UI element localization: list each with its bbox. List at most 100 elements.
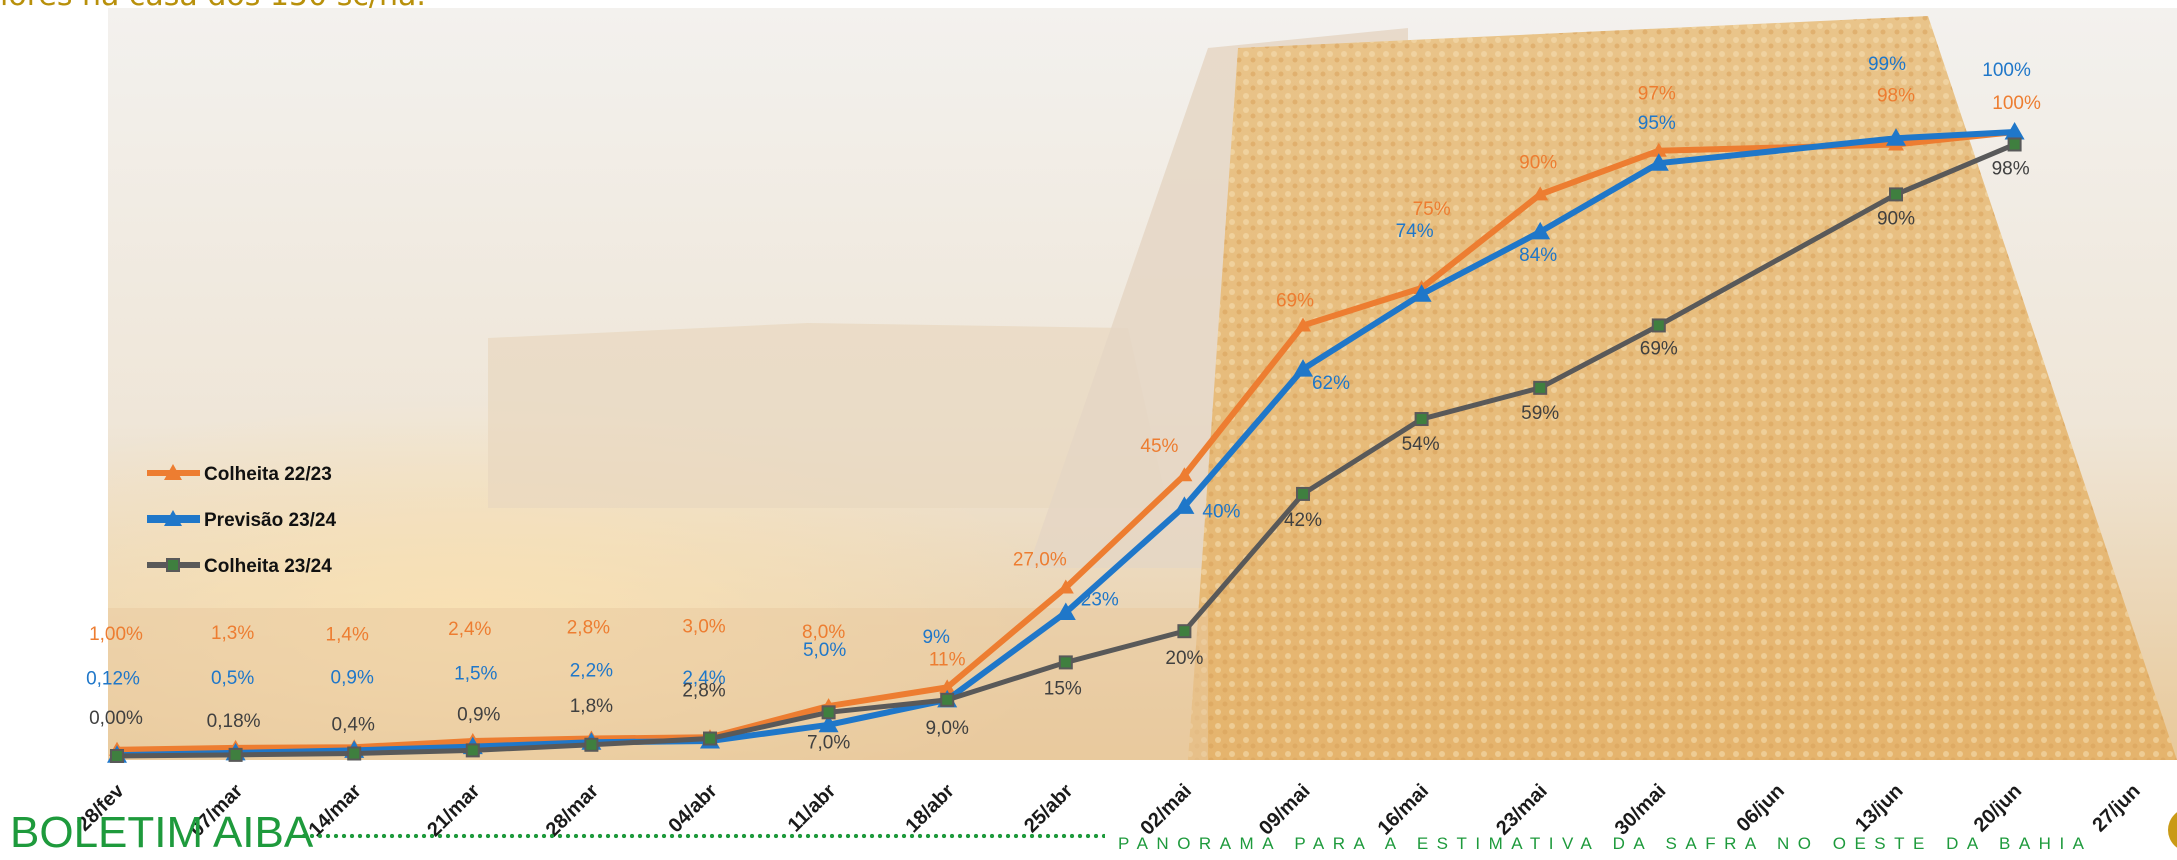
data-label: 97%: [1638, 84, 1676, 105]
series-3-point: [1889, 187, 1903, 202]
data-label: 84%: [1519, 245, 1557, 266]
series-2-point: [2004, 122, 2025, 140]
series-3-point: [1651, 318, 1666, 333]
x-tick-label: 06/jun: [1733, 780, 1789, 836]
x-tick-label: 27/jun: [2088, 780, 2144, 836]
data-label: 1,3%: [211, 623, 254, 644]
data-label: 59%: [1521, 403, 1559, 424]
series-3-point: [821, 705, 836, 720]
series-3-point: [1058, 655, 1073, 670]
x-tick-label: 04/abr: [664, 780, 721, 837]
series-2-point: [1530, 221, 1551, 240]
data-label: 0,9%: [457, 704, 500, 725]
data-label: 2,4%: [448, 619, 491, 640]
series-1-point: [1057, 579, 1074, 594]
data-label: 11%: [929, 649, 966, 670]
data-label: 23%: [1081, 589, 1119, 610]
series-3-point: [584, 737, 599, 752]
series-2-point: [1411, 284, 1432, 302]
data-label: 90%: [1519, 152, 1557, 173]
data-label: 100%: [1982, 60, 2031, 81]
data-label: 0,12%: [86, 668, 140, 689]
series-3-point: [940, 692, 955, 707]
data-label: 7,0%: [807, 732, 850, 753]
data-label: 1,00%: [89, 624, 143, 645]
footer-brand: BOLETIM AIBA: [10, 808, 314, 857]
x-tick-label: 20/jun: [1970, 780, 2026, 836]
series-3-point: [110, 749, 124, 763]
data-label: 1,4%: [326, 624, 369, 645]
data-label: 98%: [1992, 158, 2030, 179]
series-1-point: [939, 679, 956, 694]
footer-tagline: PANORAMA PARA A ESTIMATIVA DA SAFRA NO O…: [1118, 834, 2093, 853]
series-3-point: [1296, 486, 1310, 501]
data-label: 45%: [1140, 436, 1178, 457]
series-3-point: [1414, 412, 1429, 427]
data-label: 15%: [1044, 678, 1082, 699]
data-label: 54%: [1402, 434, 1440, 455]
series-3-point: [347, 746, 362, 761]
data-label: 2,4%: [682, 668, 725, 689]
data-label: 74%: [1396, 221, 1434, 242]
data-label: 0,00%: [89, 708, 143, 729]
data-label: 9%: [922, 627, 950, 648]
x-tick-label: 25/abr: [1020, 780, 1077, 837]
data-label: 8,0%: [802, 622, 845, 643]
data-label: 2,8%: [567, 618, 610, 639]
series-3-point: [703, 731, 717, 746]
data-label: 1,8%: [570, 696, 613, 717]
data-label: 95%: [1638, 113, 1676, 134]
data-label: 69%: [1276, 290, 1314, 311]
series-line-1: [116, 129, 2015, 753]
series-3-point: [1533, 380, 1548, 395]
legend: Colheita 22/23 Previsão 23/24 Colheita 23/…: [147, 464, 336, 577]
series-3-point: [465, 743, 480, 758]
series-2-point: [1886, 128, 1906, 146]
footer-dotted-divider: [300, 832, 1105, 840]
series-1-point: [1176, 467, 1193, 482]
x-tick-label: 16/mai: [1374, 780, 1434, 840]
data-label: 20%: [1165, 648, 1203, 669]
x-tick-label: 23/mai: [1492, 780, 1552, 840]
x-tick-label: 18/abr: [902, 780, 959, 837]
series-1-point: [1532, 186, 1549, 201]
data-label: 90%: [1877, 208, 1915, 229]
data-label: 3,0%: [682, 616, 725, 637]
data-label: 100%: [1992, 93, 2041, 114]
series-3-point: [228, 747, 243, 762]
series-1-point: [1650, 142, 1667, 157]
legend-marker: [164, 510, 182, 526]
data-label: 69%: [1640, 338, 1678, 359]
data-label: 5,0%: [803, 640, 846, 661]
data-label: 27,0%: [1013, 550, 1067, 571]
series-2-point: [1055, 602, 1076, 620]
legend-label: Colheita 23/24: [204, 556, 332, 577]
legend-marker: [166, 558, 180, 572]
data-label: 42%: [1284, 510, 1322, 531]
x-tick-label: 11/abr: [784, 780, 841, 837]
x-tick-label: 13/jun: [1851, 780, 1907, 836]
data-label: 1,5%: [454, 664, 497, 685]
series-3-point: [2007, 137, 2022, 152]
data-label: 2,8%: [682, 681, 725, 702]
aiba-logo: [2168, 808, 2177, 852]
series-2-point: [1174, 496, 1195, 514]
data-label: 99%: [1868, 54, 1906, 75]
legend-marker: [164, 464, 182, 480]
data-label: 40%: [1202, 501, 1240, 522]
legend-label: Previsão 23/24: [204, 510, 336, 531]
x-tick-label: 30/mai: [1611, 780, 1671, 840]
data-label: 0,5%: [211, 668, 254, 689]
data-label: 0,4%: [332, 715, 375, 736]
data-label: 0,9%: [331, 667, 374, 688]
x-tick-label: 02/mai: [1136, 780, 1196, 840]
background-photo: [108, 8, 2177, 760]
data-label: 9,0%: [926, 718, 969, 739]
series-1-point: [1295, 317, 1311, 332]
data-label: 75%: [1413, 199, 1451, 220]
series-3-point: [1177, 624, 1192, 639]
series-2-point: [818, 714, 839, 733]
data-label: 0,18%: [207, 711, 261, 732]
data-label: 2,2%: [570, 660, 613, 681]
